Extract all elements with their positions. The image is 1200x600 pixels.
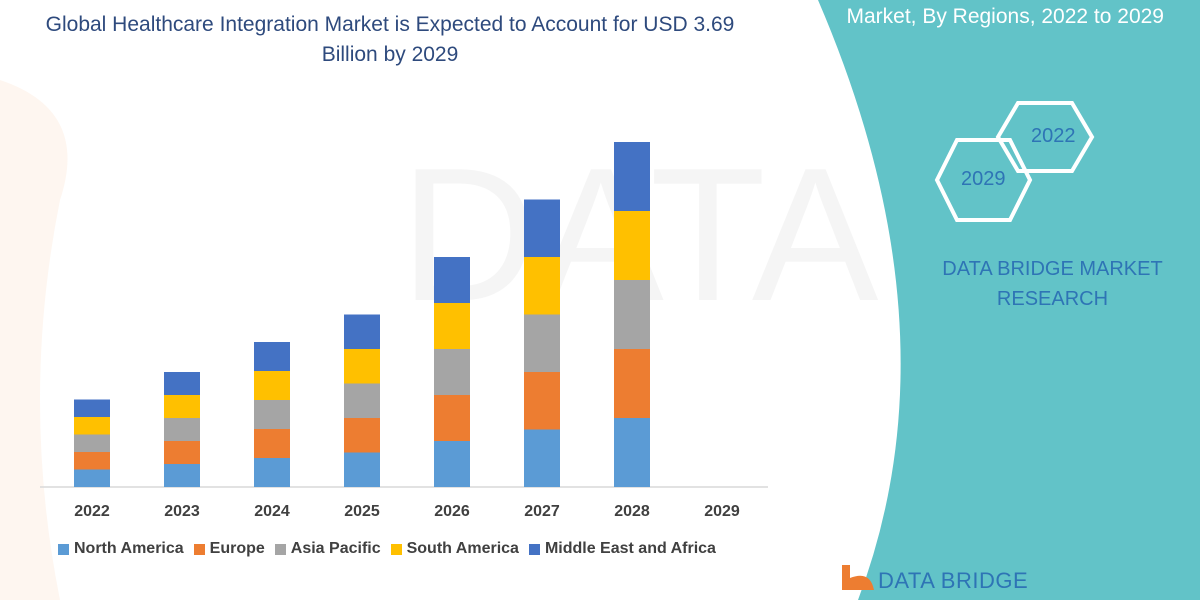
logo-text: DATA BRIDGE bbox=[878, 568, 1029, 593]
bar-2025-europe bbox=[344, 418, 380, 453]
bar-2028-middle-east-and-africa bbox=[614, 142, 650, 211]
bar-2026-middle-east-and-africa bbox=[434, 257, 470, 303]
bar-2026-asia-pacific bbox=[434, 349, 470, 395]
bar-2024-south-america bbox=[254, 371, 290, 400]
bar-2022-middle-east-and-africa bbox=[74, 399, 110, 417]
bar-2024-middle-east-and-africa bbox=[254, 342, 290, 371]
bar-2025-north-america bbox=[344, 452, 380, 487]
bar-2024-europe bbox=[254, 429, 290, 458]
legend-item: South America bbox=[390, 540, 519, 558]
bar-2023-asia-pacific bbox=[164, 418, 200, 441]
bar-2027-middle-east-and-africa bbox=[524, 199, 560, 257]
legend-item: North America bbox=[58, 540, 184, 558]
bar-2025-asia-pacific bbox=[344, 383, 380, 418]
bar-2028-south-america bbox=[614, 211, 650, 280]
hexagon-2029 bbox=[934, 138, 1033, 222]
bar-2024-north-america bbox=[254, 458, 290, 487]
bar-2023-north-america bbox=[164, 464, 200, 487]
legend-label: Europe bbox=[209, 540, 265, 557]
bar-2027-asia-pacific bbox=[524, 314, 560, 372]
bar-2023-south-america bbox=[164, 395, 200, 418]
bar-2022-europe bbox=[74, 452, 110, 470]
bar-2026-south-america bbox=[434, 303, 470, 349]
bar-2028-europe bbox=[614, 349, 650, 418]
x-tick-label: 2029 bbox=[704, 503, 740, 520]
bar-2028-asia-pacific bbox=[614, 280, 650, 349]
x-tick-label: 2023 bbox=[164, 503, 200, 520]
bar-2023-middle-east-and-africa bbox=[164, 372, 200, 395]
hex-label-2022: 2022 bbox=[1031, 125, 1076, 147]
bar-2027-europe bbox=[524, 372, 560, 430]
chart-title: Global Healthcare Integration Market is … bbox=[45, 13, 735, 66]
bar-2022-asia-pacific bbox=[74, 434, 110, 452]
legend-label: South America bbox=[406, 540, 519, 557]
x-tick-label: 2026 bbox=[434, 503, 470, 520]
bar-2026-north-america bbox=[434, 441, 470, 487]
x-tick-label: 2028 bbox=[614, 503, 650, 520]
legend-item: Asia Pacific bbox=[274, 540, 381, 558]
legend-label: North America bbox=[74, 540, 184, 557]
legend-swatch bbox=[390, 543, 402, 555]
brand-text: DATA BRIDGE MARKET RESEARCH bbox=[942, 258, 1163, 310]
bar-2024-asia-pacific bbox=[254, 400, 290, 429]
bar-2025-south-america bbox=[344, 349, 380, 384]
legend-item: Middle East and Africa bbox=[528, 540, 716, 558]
legend-swatch bbox=[528, 543, 540, 555]
x-tick-label: 2024 bbox=[254, 503, 290, 520]
logo-icon bbox=[842, 565, 874, 590]
chart-subtitle: Market, By Regions, 2022 to 2029 bbox=[846, 5, 1164, 28]
x-tick-label: 2025 bbox=[344, 503, 380, 520]
bar-2022-south-america bbox=[74, 417, 110, 435]
x-tick-label: 2027 bbox=[524, 503, 560, 520]
bar-2028-north-america bbox=[614, 418, 650, 487]
legend-swatch bbox=[274, 543, 286, 555]
bar-2023-europe bbox=[164, 441, 200, 464]
hex-label-2029: 2029 bbox=[961, 168, 1006, 190]
x-tick-label: 2022 bbox=[74, 503, 110, 520]
teal-side-panel bbox=[818, 0, 1200, 600]
hexagon-2022 bbox=[995, 101, 1095, 173]
bars bbox=[74, 142, 650, 487]
bar-2025-middle-east-and-africa bbox=[344, 314, 380, 349]
legend-item: Europe bbox=[193, 540, 265, 558]
legend: North America Europe Asia Pacific South Ame… bbox=[58, 540, 716, 558]
watermark-logo-shape bbox=[0, 80, 68, 600]
legend-label: Middle East and Africa bbox=[544, 540, 716, 557]
bar-2022-north-america bbox=[74, 469, 110, 487]
legend-swatch bbox=[193, 543, 205, 555]
bar-2027-south-america bbox=[524, 257, 560, 315]
bar-2026-europe bbox=[434, 395, 470, 441]
bar-2027-north-america bbox=[524, 429, 560, 487]
legend-label: Asia Pacific bbox=[290, 540, 381, 557]
legend-swatch bbox=[58, 543, 69, 555]
